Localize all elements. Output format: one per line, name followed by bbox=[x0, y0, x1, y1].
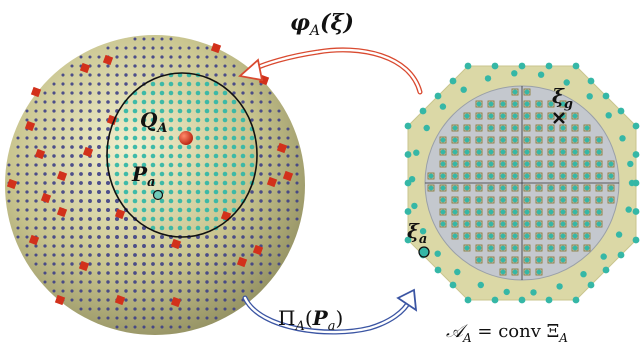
sphere-red-markers bbox=[6, 42, 294, 308]
point-Pa-marker bbox=[152, 189, 164, 201]
label-xi-g: ξg bbox=[552, 84, 573, 112]
xi-a-marker bbox=[418, 246, 430, 258]
polytope-vertex-points bbox=[404, 62, 640, 304]
arrow-phi bbox=[238, 47, 423, 95]
arrowhead-phi bbox=[238, 58, 264, 82]
label-phi: φA(ξ) bbox=[290, 10, 354, 39]
arrowhead-pi bbox=[396, 288, 418, 312]
label-xi-a: ξa bbox=[407, 219, 427, 247]
label-conv: 𝒜A = conv ΞA bbox=[446, 321, 568, 345]
label-Pa: Pa bbox=[131, 162, 155, 190]
disc-lattice-pattern bbox=[427, 88, 615, 276]
label-Pi: ΠA(Pa) bbox=[278, 306, 343, 334]
polytope bbox=[404, 62, 640, 304]
point-QA-marker bbox=[179, 131, 193, 145]
xi-g-marker bbox=[553, 112, 565, 124]
label-QA: QA bbox=[140, 108, 168, 136]
chart-patch-boundary bbox=[106, 72, 258, 238]
arrow-pi bbox=[242, 288, 418, 335]
